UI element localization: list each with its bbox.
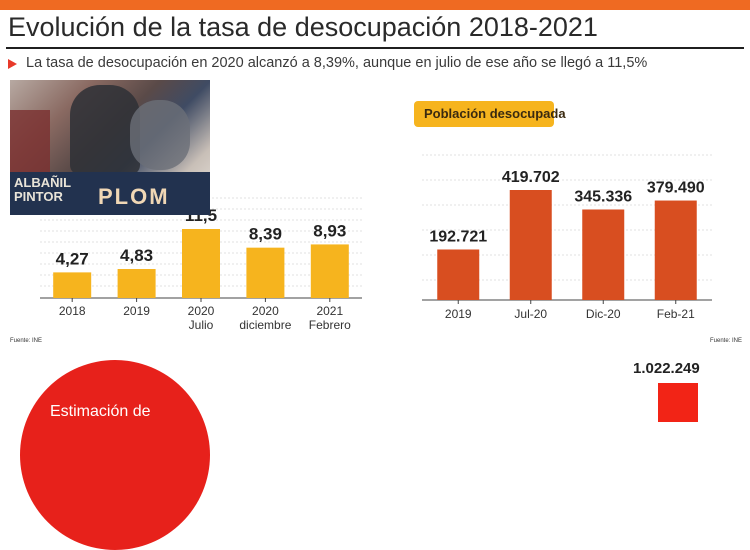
unemployed-population-chart: 192.721 2019 419.702 Jul-20 345.336 Dic-20 379… [422, 154, 712, 321]
bar-1 [509, 190, 552, 300]
x-tick-label: Feb-21 [657, 307, 695, 321]
photo-figure [130, 100, 190, 170]
estimate-label: Estimación de [50, 403, 151, 420]
chart2-source: Fuente: INE [710, 338, 743, 344]
photo-sign-text: ALBAÑIL PINTOR [14, 176, 71, 204]
estimate-bar [658, 383, 698, 422]
x-tick-label: 2020 [252, 304, 279, 318]
photo-sign-line: ALBAÑIL [14, 175, 72, 190]
title-rule [6, 47, 744, 49]
bar-3 [654, 200, 697, 300]
bar-value-label: 4,83 [120, 246, 153, 265]
page-subtitle: La tasa de desocupación en 2020 alcanzó … [26, 55, 648, 71]
photo-sign [10, 172, 210, 215]
x-tick-label: diciembre [239, 318, 291, 332]
bar-0 [53, 272, 92, 298]
population-badge-label: Población desocupada [424, 106, 566, 121]
x-tick-label: Jul-20 [514, 307, 547, 321]
bar-value-label: 192.721 [429, 228, 487, 245]
photo-sign-line: PINTOR [14, 189, 63, 204]
x-tick-label: Julio [189, 318, 214, 332]
top-accent-bar [0, 0, 750, 10]
x-tick-label: 2018 [59, 304, 86, 318]
photo-figure [70, 85, 140, 175]
photo-sign-big: PLOM [98, 184, 170, 209]
workers-photo: ALBAÑIL PINTOR PLOM [10, 80, 210, 215]
bar-2 [582, 209, 625, 300]
bar-1 [117, 269, 156, 298]
estimate-circle [20, 360, 210, 550]
population-badge: Población desocupada [414, 101, 566, 127]
bar-value-label: 345.336 [574, 188, 632, 205]
bar-value-label: 419.702 [502, 169, 560, 186]
x-tick-label: Febrero [309, 318, 351, 332]
x-tick-label: 2020 [188, 304, 215, 318]
x-tick-label: 2019 [123, 304, 150, 318]
x-tick-label: 2021 [316, 304, 343, 318]
estimate-value-label: 1.022.249 [633, 360, 700, 377]
unemployment-rate-chart: 4,2720184,83201911,52020Julio8,392020dic… [40, 197, 362, 332]
bar-value-label: 8,93 [313, 221, 346, 240]
bar-value-label: 379.490 [647, 180, 705, 197]
bar-3 [246, 247, 285, 298]
x-tick-label: 2019 [445, 307, 472, 321]
bar-value-label: 8,39 [249, 225, 282, 244]
bar-0 [437, 249, 480, 300]
bullet-arrow-icon [8, 59, 17, 69]
bar-value-label: 4,27 [56, 249, 89, 268]
bar-4 [310, 244, 349, 298]
page-title: Evolución de la tasa de desocupación 201… [8, 12, 598, 42]
x-tick-label: Dic-20 [586, 307, 621, 321]
chart1-source: Fuente: INE [10, 338, 43, 344]
bar-2 [182, 229, 220, 298]
